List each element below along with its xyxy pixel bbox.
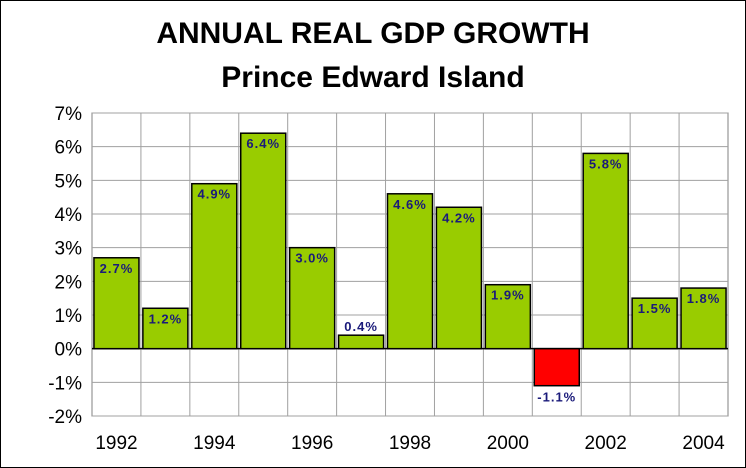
chart-title: ANNUAL REAL GDP GROWTH: [156, 17, 590, 50]
bar-1994: [191, 182, 238, 350]
bar-1997: [337, 334, 385, 350]
x-tick-label: 2002: [585, 433, 627, 454]
bar-1998: [386, 193, 434, 350]
y-tick-label: 4%: [55, 205, 83, 226]
y-axis-ticks: 7% 6% 5% 4% 3% 2% 1% 0% -1% -2%: [48, 104, 82, 428]
y-tick-label: 7%: [55, 104, 83, 125]
y-tick-label: 3%: [55, 239, 83, 260]
data-label-1999: 4.2%: [442, 210, 476, 225]
data-label-2002: 5.8%: [589, 156, 623, 171]
bar-2000: [484, 283, 532, 350]
data-label-1997: 0.4%: [344, 319, 378, 334]
bar-1993: [142, 307, 189, 350]
data-label-2003: 1.5%: [638, 301, 672, 316]
x-axis-ticks: 1992 1994 1996 1998 2000 2002 2004: [95, 433, 725, 454]
x-tick-label: 2004: [682, 433, 725, 454]
data-label-1995: 6.4%: [246, 136, 280, 151]
y-tick-label: 2%: [55, 272, 83, 293]
data-label-1993: 1.2%: [149, 311, 183, 326]
x-tick-label: 2000: [487, 433, 529, 454]
data-label-1998: 4.6%: [393, 197, 427, 212]
data-label-2004: 1.8%: [687, 291, 721, 306]
data-label-1994: 4.9%: [197, 187, 231, 202]
x-tick-label: 1994: [193, 433, 236, 454]
data-label-1992: 2.7%: [100, 261, 134, 276]
data-label-2000: 1.9%: [491, 288, 525, 303]
chart-subtitle: Prince Edward Island: [221, 61, 525, 94]
y-tick-label: -2%: [48, 407, 82, 428]
bar-1996: [288, 246, 336, 350]
bar-2004: [680, 287, 727, 350]
y-tick-label: 6%: [55, 138, 83, 159]
bar-2002: [582, 152, 629, 350]
x-tick-label: 1992: [95, 433, 137, 454]
data-label-1996: 3.0%: [295, 251, 329, 266]
bar-2003: [631, 297, 678, 350]
y-tick-label: 0%: [55, 340, 83, 361]
y-tick-label: 1%: [55, 306, 83, 327]
data-labels: 2.7% 1.2% 4.9% 6.4% 3.0% 0.4% 4.6% 4.2% 1.9% -1.1…: [100, 136, 721, 405]
bar-1992: [93, 257, 140, 350]
x-tick-label: 1998: [389, 433, 431, 454]
data-label-2001: -1.1%: [537, 390, 576, 405]
y-tick-label: 5%: [55, 171, 83, 192]
bar-1999: [435, 206, 483, 350]
bars: [93, 132, 727, 387]
bar-1995: [239, 132, 287, 350]
bar-2001: [533, 347, 581, 387]
x-tick-label: 1996: [291, 433, 333, 454]
y-tick-label: -1%: [48, 373, 82, 394]
